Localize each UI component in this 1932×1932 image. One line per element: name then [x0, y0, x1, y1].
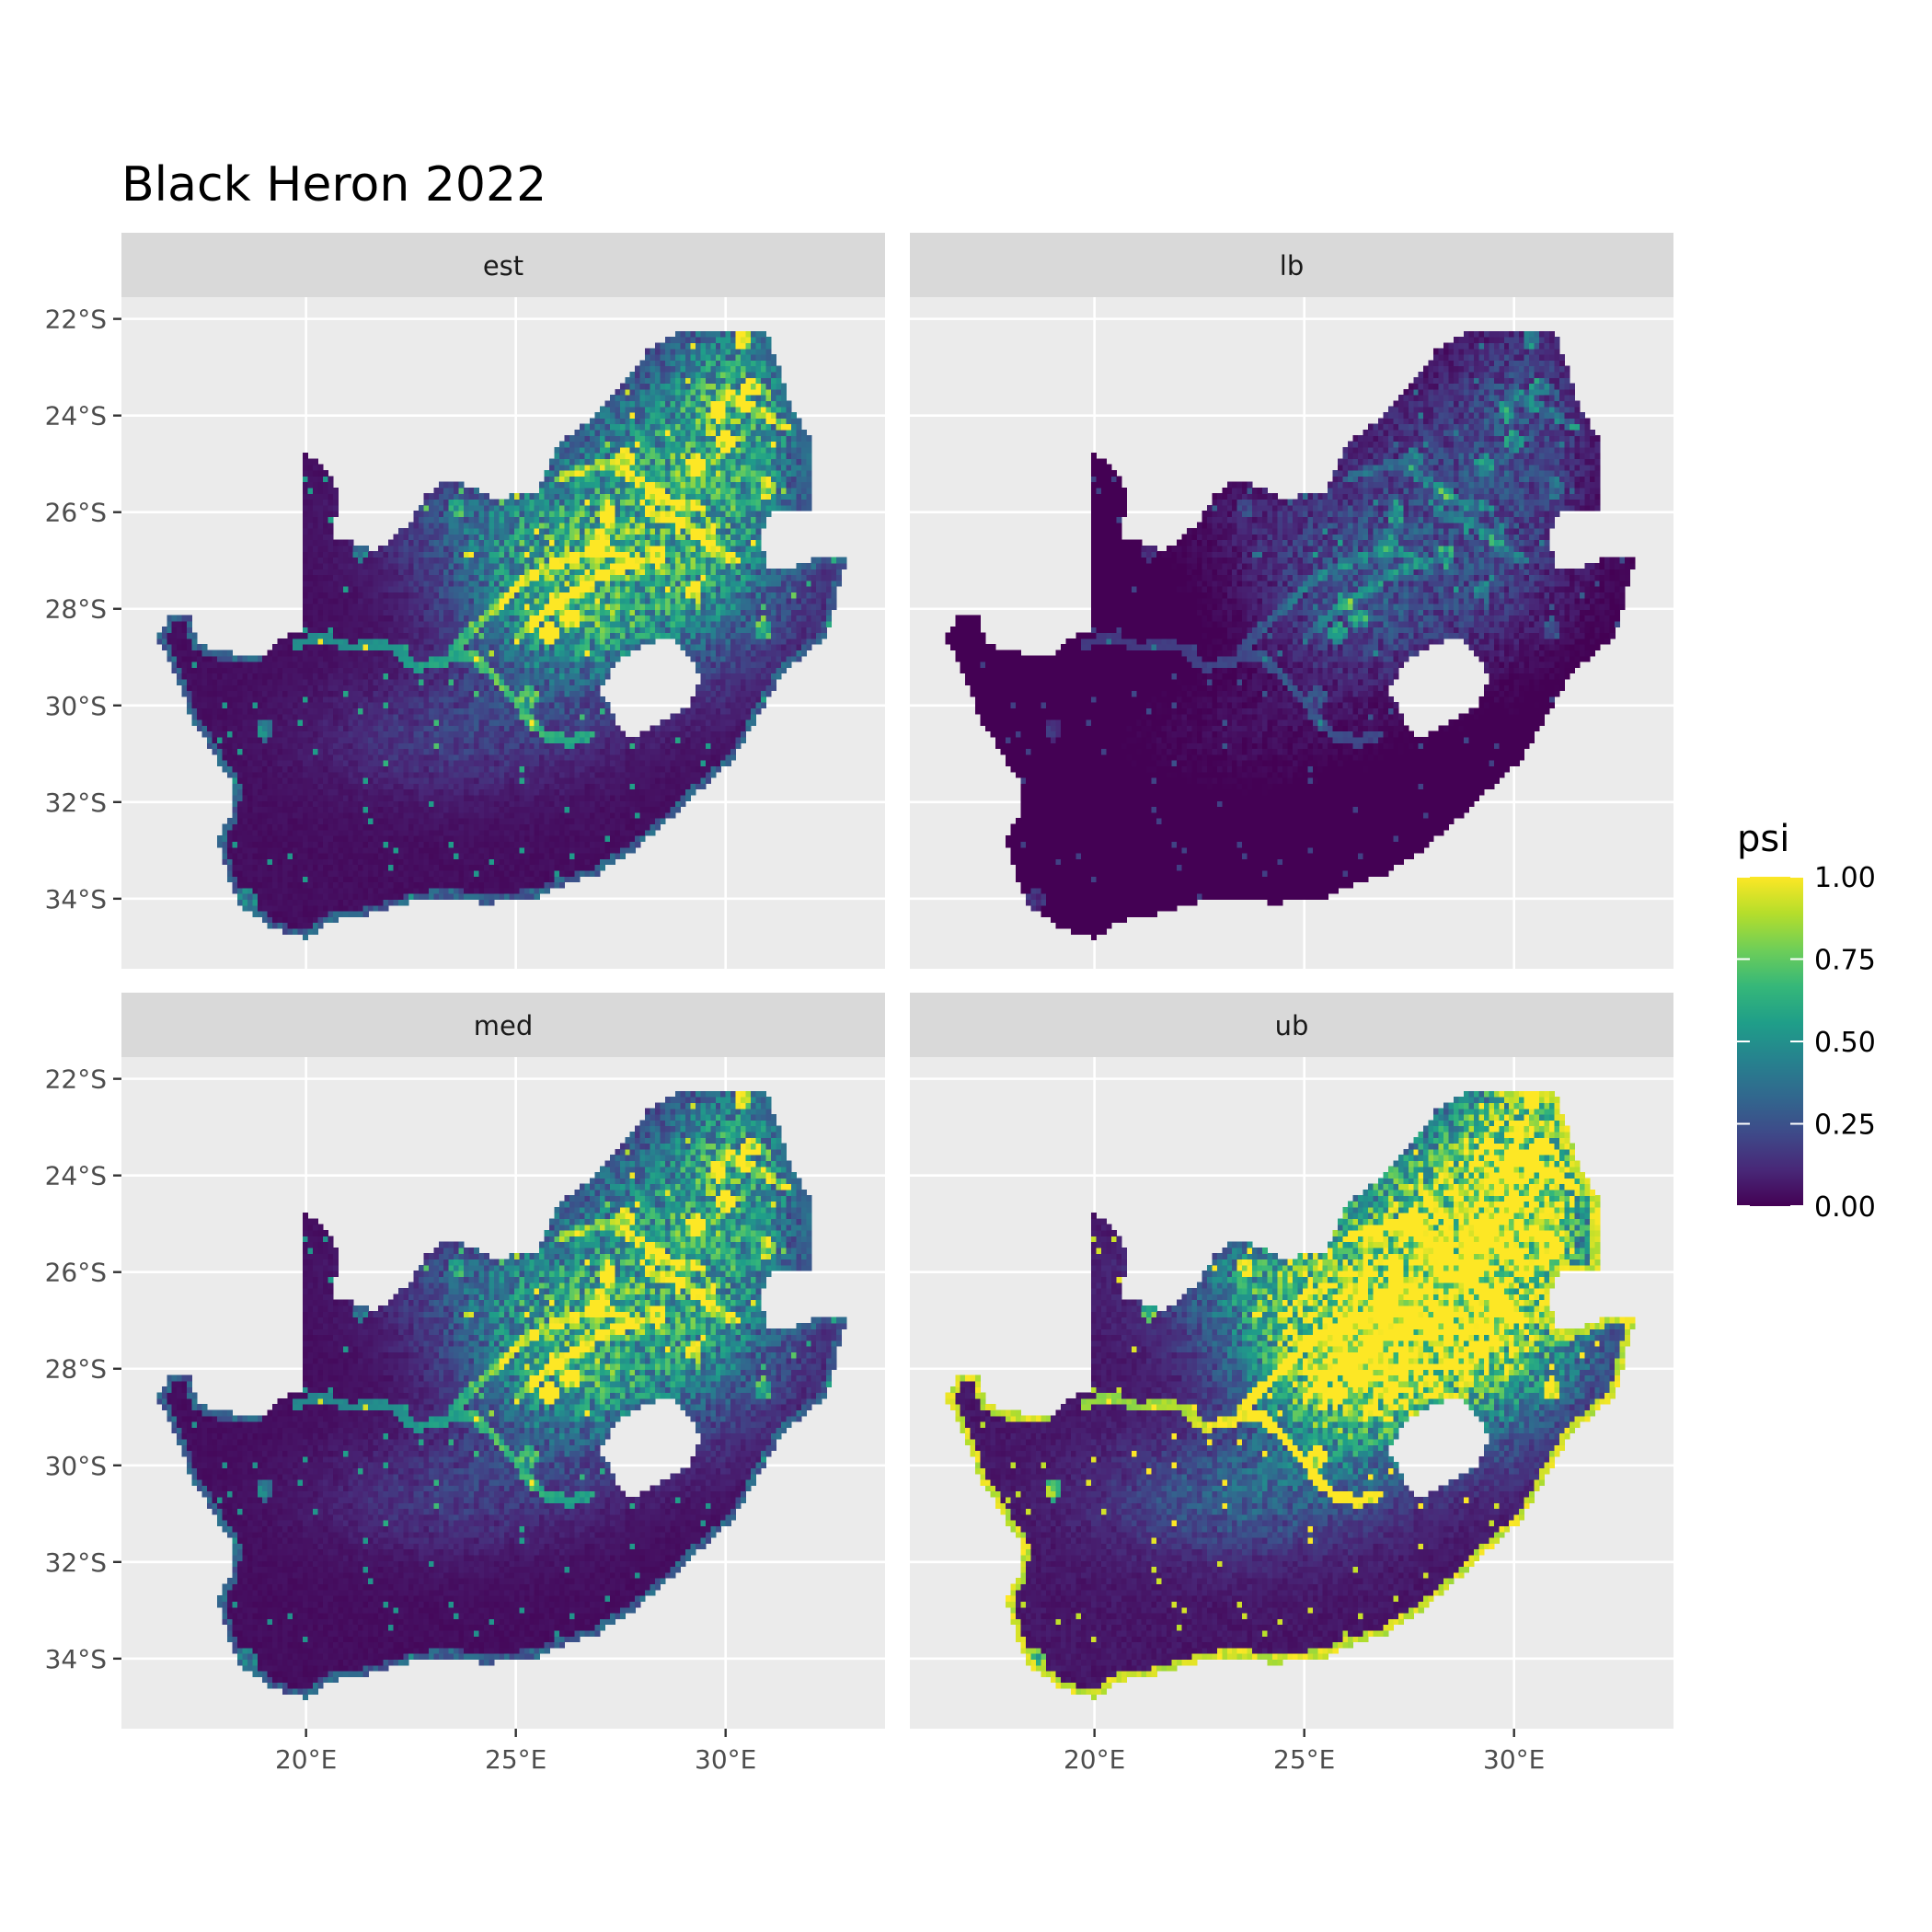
y-tick-label: 32°S — [45, 1547, 107, 1578]
y-tick-label: 34°S — [45, 1644, 107, 1674]
panel-med: med 22°S 24°S 26°S 28°S 30°S 32°S 34°S 20°E 25°E 3… — [45, 993, 885, 1775]
x-tick-label: 25°E — [1273, 1744, 1335, 1775]
y-tick-label: 26°S — [45, 498, 107, 528]
strip-label: est — [483, 250, 523, 282]
y-tick-label: 24°S — [45, 401, 107, 431]
strip-label: ub — [1275, 1010, 1309, 1041]
y-tick-label: 28°S — [45, 594, 107, 625]
y-tick-label: 24°S — [45, 1161, 107, 1191]
panel-est: est 22°S 24°S 26°S 28°S 30°S 32°S 34°S — [45, 233, 885, 969]
x-tick-label: 20°E — [275, 1744, 337, 1775]
plot-title: Black Heron 2022 — [121, 157, 546, 213]
y-tick-label: 30°S — [45, 691, 107, 721]
y-tick-label: 22°S — [45, 1064, 107, 1095]
x-tick-label: 30°E — [1483, 1744, 1545, 1775]
strip-label: lb — [1280, 250, 1304, 282]
legend-tick-label: 0.25 — [1814, 1110, 1876, 1142]
psi-legend: psi 1.00 0.75 0.50 0.25 0.00 — [1737, 818, 1876, 1224]
legend-title: psi — [1737, 818, 1789, 860]
x-tick-label: 20°E — [1064, 1744, 1125, 1775]
y-tick-label: 34°S — [45, 884, 107, 914]
legend-tick-label: 0.75 — [1814, 945, 1876, 977]
strip-label: med — [474, 1010, 534, 1041]
x-tick-label: 25°E — [485, 1744, 546, 1775]
panel-ub: ub 20°E 25°E 30°E — [910, 993, 1673, 1775]
y-tick-label: 26°S — [45, 1258, 107, 1288]
y-tick-label: 30°S — [45, 1451, 107, 1481]
legend-tick-label: 1.00 — [1814, 862, 1876, 894]
map-panels: est 22°S 24°S 26°S 28°S 30°S 32°S 34°S lb med 22°S… — [45, 233, 1673, 1775]
y-tick-label: 28°S — [45, 1354, 107, 1385]
y-tick-label: 22°S — [45, 305, 107, 335]
legend-tick-label: 0.50 — [1814, 1027, 1876, 1059]
legend-tick-label: 0.00 — [1814, 1191, 1876, 1224]
y-tick-label: 32°S — [45, 788, 107, 818]
x-tick-label: 30°E — [695, 1744, 756, 1775]
panel-lb: lb — [910, 233, 1673, 969]
